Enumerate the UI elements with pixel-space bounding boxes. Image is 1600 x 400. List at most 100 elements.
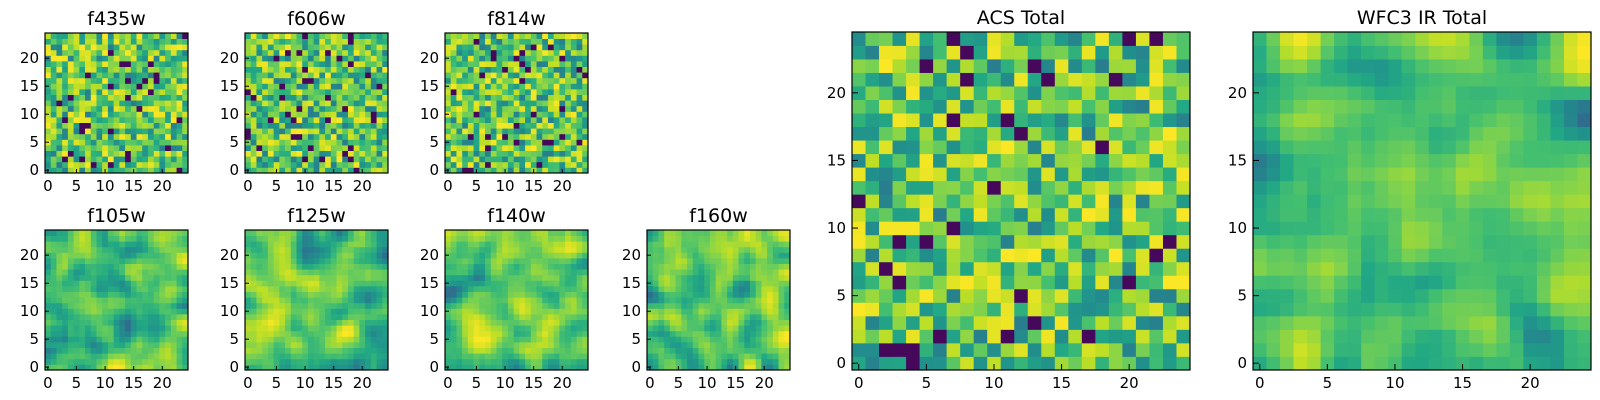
heatmap-cell [313, 230, 320, 236]
heatmap-cell [547, 105, 555, 112]
heatmap-cell [987, 221, 1002, 236]
heatmap-cell [761, 269, 768, 276]
heatmap-cell [960, 153, 975, 168]
heatmap-cell [273, 230, 280, 236]
heatmap-cell [365, 286, 372, 292]
heatmap-cell [267, 139, 274, 146]
heatmap-cell [536, 297, 543, 304]
heatmap-cell [919, 275, 934, 290]
heatmap-cell [176, 94, 183, 101]
heatmap-cell [547, 145, 555, 151]
heatmap-cell [542, 128, 549, 135]
heatmap-cell [582, 38, 589, 45]
heatmap-cell [79, 302, 86, 309]
heatmap-cell [715, 286, 722, 292]
heatmap-cell [342, 314, 349, 320]
heatmap-cell [170, 297, 177, 304]
heatmap-cell [376, 156, 383, 163]
heatmap-cell [1068, 194, 1083, 209]
heatmap-cell [450, 258, 457, 264]
heatmap-cell [547, 49, 555, 56]
heatmap-cell [125, 145, 132, 151]
heatmap-cell [652, 302, 659, 309]
heatmap-cell [755, 336, 762, 343]
heatmap-cell [565, 358, 572, 365]
heatmap-cell [325, 66, 332, 73]
y-tick-label: 15 [420, 274, 439, 292]
heatmap-cell [456, 49, 463, 56]
heatmap-cell [479, 94, 486, 101]
heatmap-cell [119, 167, 126, 174]
heatmap-cell [56, 83, 63, 90]
heatmap-cell [553, 111, 560, 118]
heatmap-cell [165, 314, 172, 320]
heatmap-cell [302, 100, 309, 107]
heatmap-cell [279, 274, 286, 281]
heatmap-cell [62, 308, 69, 315]
heatmap-cell [767, 286, 774, 292]
heatmap-cell [513, 358, 520, 365]
heatmap-cell [370, 347, 377, 354]
heatmap-cell [1014, 248, 1029, 263]
heatmap-cell [496, 161, 503, 168]
heatmap-cell [245, 330, 252, 337]
heatmap-cell [960, 342, 975, 357]
heatmap-cell [90, 347, 97, 354]
heatmap-cell [359, 72, 366, 79]
heatmap-cell [576, 274, 583, 281]
heatmap-cell [755, 353, 762, 360]
heatmap-cell [530, 353, 537, 360]
heatmap-cell [456, 336, 463, 343]
heatmap-cell [490, 55, 497, 62]
heatmap-cell [136, 133, 143, 140]
heatmap-cell [485, 161, 492, 168]
heatmap-cell [176, 167, 183, 174]
heatmap-cell [313, 263, 320, 270]
heatmap-cell [513, 291, 520, 298]
heatmap-cell [530, 286, 537, 292]
heatmap-cell [273, 105, 280, 112]
heatmap-cell [359, 83, 366, 90]
heatmap-cell [456, 269, 463, 276]
heatmap-cell [250, 358, 257, 365]
heatmap-cell [559, 38, 566, 45]
heatmap-cell [553, 325, 560, 332]
heatmap-cell [159, 145, 166, 151]
heatmap-cell [681, 246, 688, 253]
heatmap-cell [365, 156, 372, 163]
heatmap-cell [262, 258, 269, 264]
heatmap-cell [359, 139, 366, 146]
heatmap-cell [709, 364, 717, 371]
heatmap-cell [576, 302, 583, 309]
heatmap-cell [359, 347, 366, 354]
heatmap-cell [250, 336, 257, 343]
heatmap-cell [376, 330, 383, 337]
heatmap-cell [1122, 302, 1137, 317]
heatmap-cell [652, 364, 659, 371]
heatmap-cell [336, 246, 343, 253]
heatmap-cell [119, 230, 126, 236]
heatmap-cell [755, 241, 762, 248]
heatmap-cell [530, 246, 537, 253]
heatmap-cell [319, 33, 326, 39]
heatmap-cell [142, 49, 149, 56]
heatmap-cell [767, 347, 774, 354]
heatmap-cell [973, 234, 988, 249]
heatmap-cell [462, 128, 469, 135]
heatmap-cell [336, 77, 343, 84]
heatmap-cell [496, 150, 503, 157]
heatmap-cell [119, 122, 126, 129]
heatmap-cell [456, 246, 463, 253]
heatmap-cell [170, 133, 177, 140]
heatmap-cell [778, 353, 785, 360]
heatmap-cell [365, 308, 372, 315]
heatmap-cell [182, 258, 189, 264]
heatmap-cell [302, 230, 309, 236]
heatmap-cell [738, 269, 745, 276]
heatmap-cell [102, 336, 109, 343]
heatmap-cell [125, 38, 132, 45]
heatmap-cell [370, 358, 377, 365]
heatmap-cell [256, 128, 263, 135]
heatmap-cell [250, 117, 257, 123]
heatmap-cell [336, 353, 343, 360]
